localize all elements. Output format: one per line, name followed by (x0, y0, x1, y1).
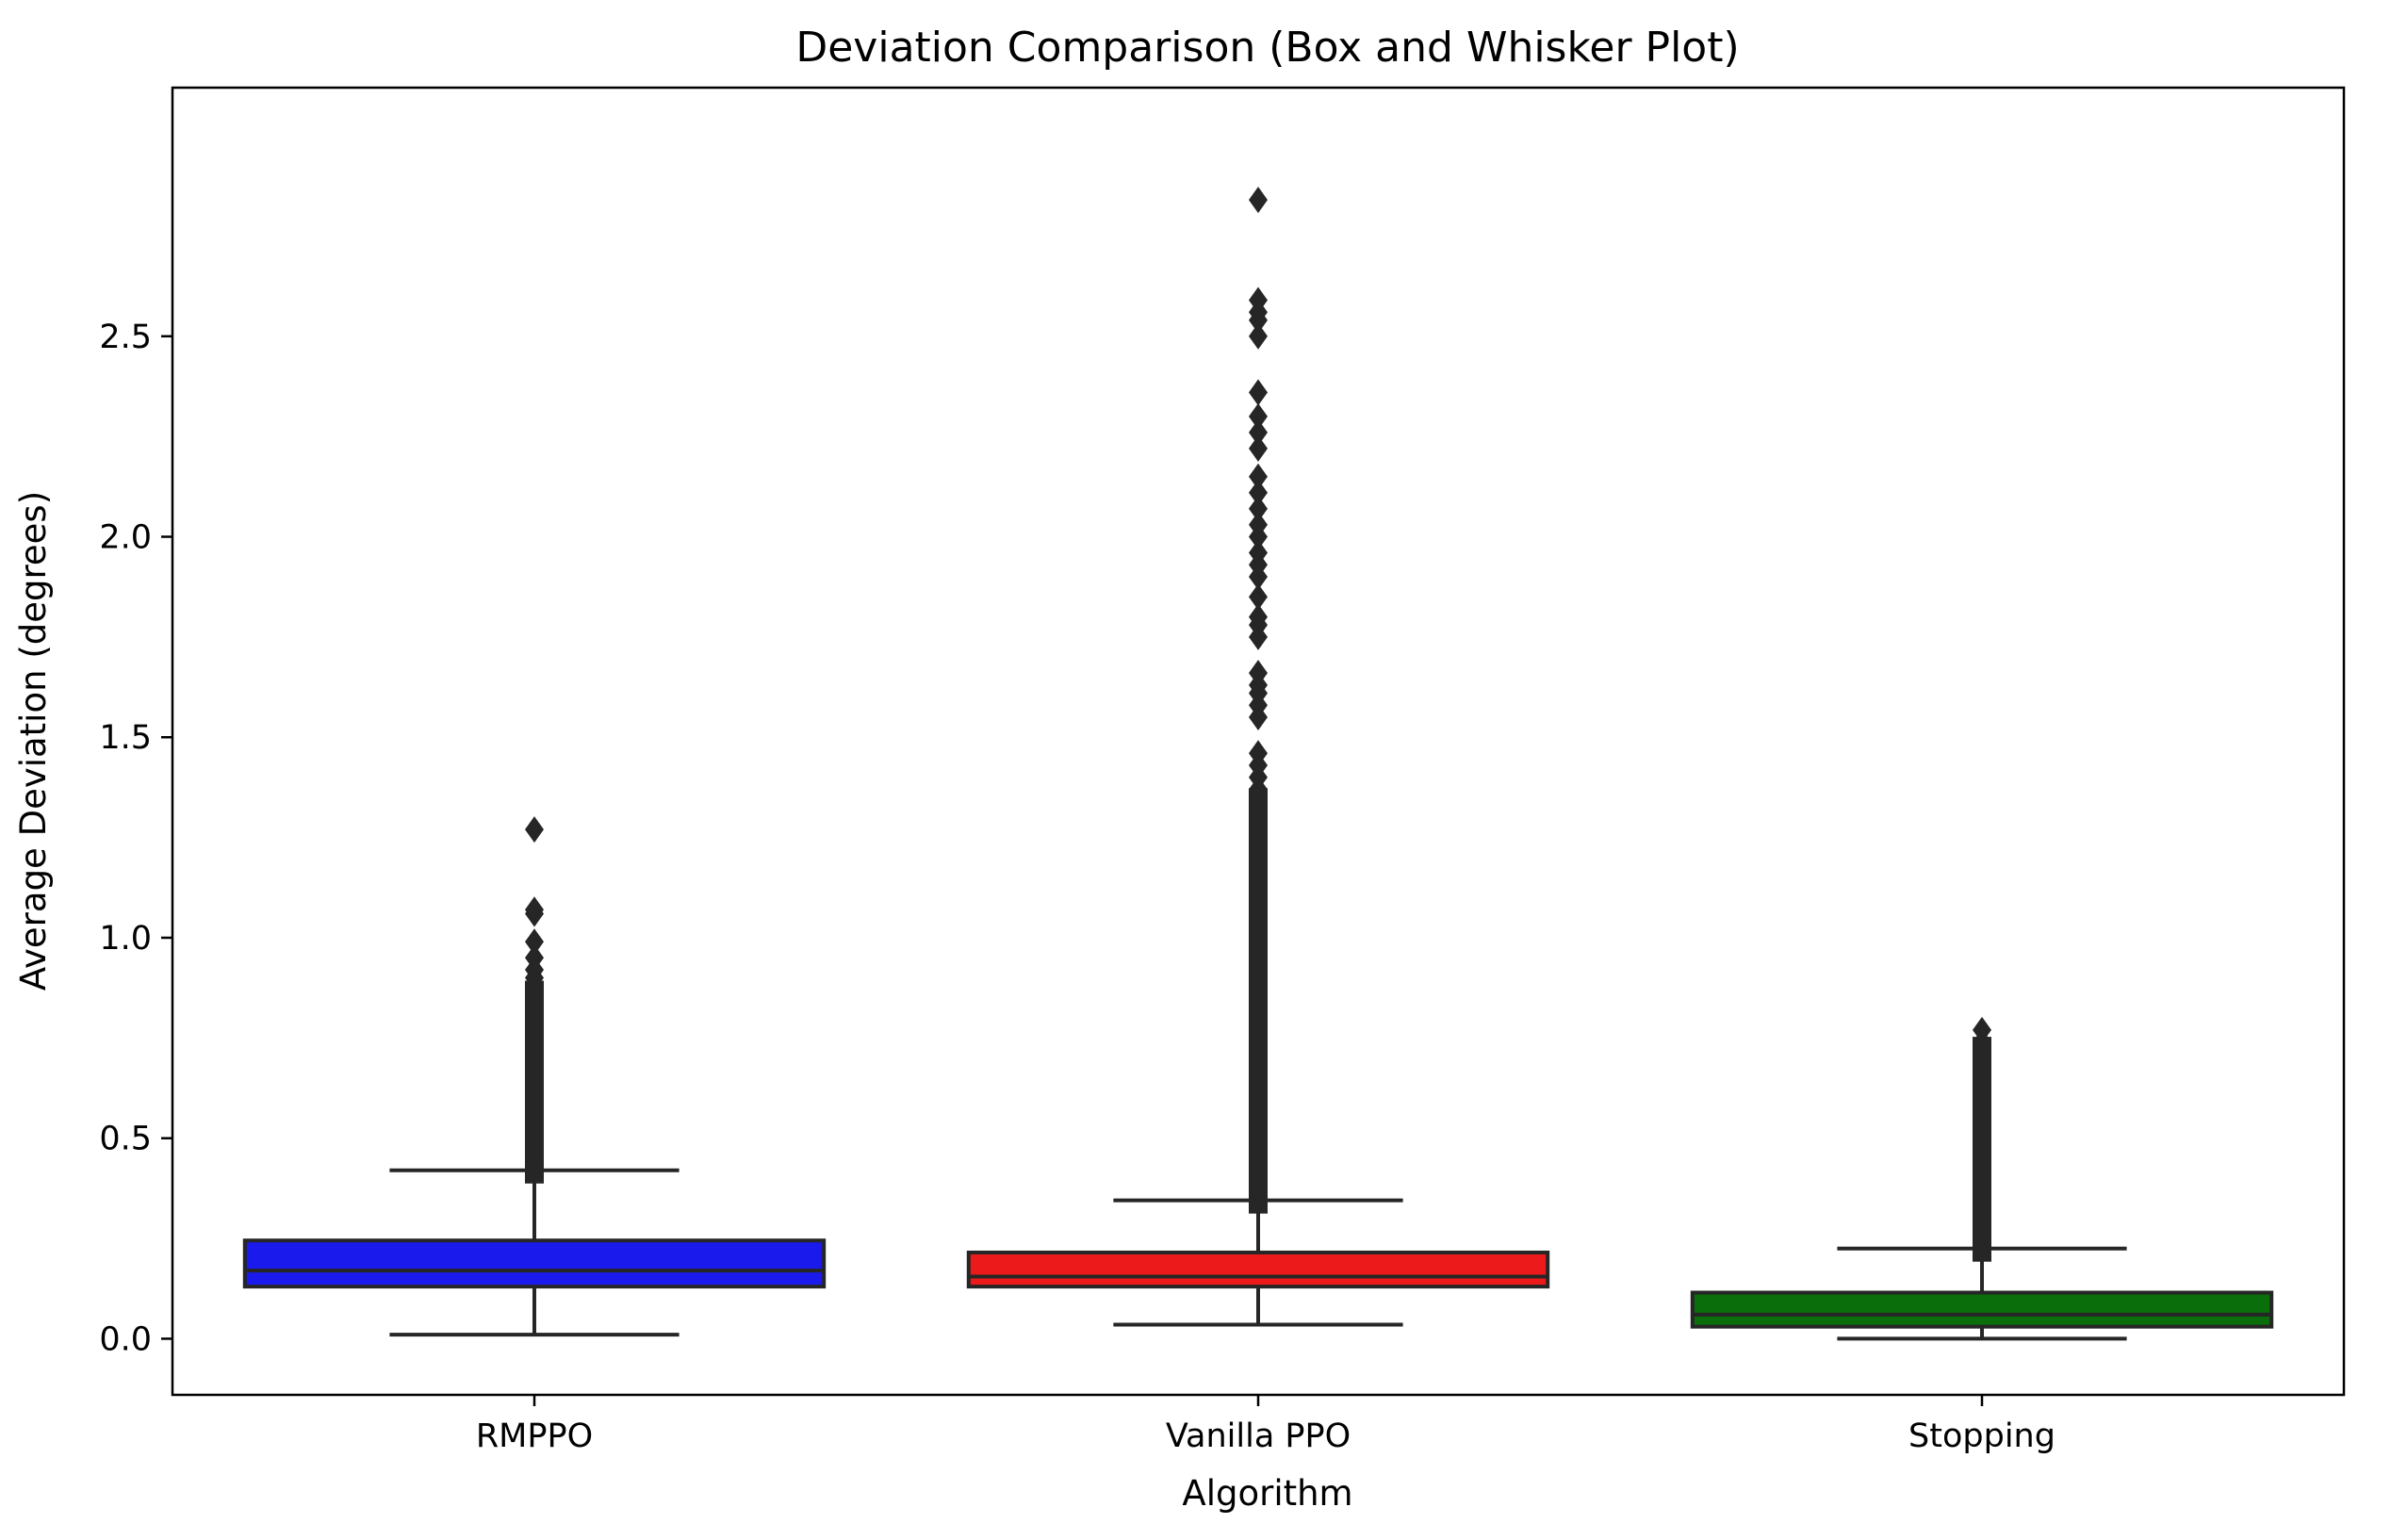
x-axis-label: Algorithm (1182, 1473, 1352, 1514)
outlier-point (1249, 1155, 1268, 1182)
outlier-point (1249, 603, 1268, 631)
outlier-point (1973, 1155, 1991, 1182)
box-group-rmppo (242, 816, 827, 1337)
outlier-point (525, 1092, 544, 1120)
box-group-stopping (1690, 1016, 2274, 1341)
outlier-point (1249, 434, 1268, 462)
outlier-point (525, 1060, 544, 1088)
y-tick-label: 0.0 (99, 1320, 152, 1358)
outlier-point (525, 1156, 544, 1184)
outlier-point (525, 896, 544, 924)
outlier-point (1249, 402, 1268, 430)
outlier-point (1973, 1219, 1991, 1246)
outlier-point (1973, 1171, 1991, 1198)
outlier-point (1973, 1016, 1991, 1043)
outlier-point (525, 1012, 544, 1040)
outlier-point (1249, 1139, 1268, 1166)
x-tick-label: RMPPO (476, 1417, 593, 1455)
outlier-point (1249, 740, 1268, 767)
box-iqr (242, 1238, 827, 1289)
outlier-point (1973, 1106, 1991, 1134)
outlier-point (1249, 418, 1268, 446)
outlier-point (1249, 962, 1268, 990)
outlier-point (525, 1140, 544, 1168)
y-tick-label: 1.0 (99, 920, 152, 958)
outlier-point (1249, 1074, 1268, 1102)
outlier-point (1973, 1074, 1991, 1102)
outlier-point (1249, 866, 1268, 893)
outlier-point (1973, 1187, 1991, 1214)
outlier-point (1249, 898, 1268, 926)
y-axis: 0.0 0.5 1.0 1.5 2.0 2.5 (99, 319, 172, 1358)
outlier-point (1249, 583, 1268, 611)
outlier-point (1973, 1203, 1991, 1230)
outlier-point (1249, 882, 1268, 909)
outlier-point (1249, 1171, 1268, 1198)
outlier-point (1249, 1106, 1268, 1134)
plot-marks (242, 187, 2274, 1341)
outlier-point (1973, 1090, 1991, 1118)
box-group-vanilla-ppo (966, 187, 1550, 1327)
outlier-point (1973, 1042, 1991, 1070)
outlier-point (1249, 1058, 1268, 1086)
outlier-point (525, 1076, 544, 1104)
outlier-point (1249, 660, 1268, 687)
outlier-point (1249, 1090, 1268, 1118)
outlier-point (1249, 1187, 1268, 1214)
outlier-point (1249, 463, 1268, 490)
x-axis: RMPPO Vanilla PPO Stopping (476, 1395, 2055, 1455)
outlier-point (525, 816, 544, 844)
outlier-point (1249, 1026, 1268, 1054)
x-tick-label: Vanilla PPO (1166, 1417, 1351, 1455)
outlier-point (1249, 1010, 1268, 1038)
outlier-point (525, 944, 544, 972)
outlier-point (1249, 379, 1268, 406)
outlier-point (1249, 1122, 1268, 1150)
y-tick-label: 0.5 (99, 1121, 152, 1158)
outlier-point (1249, 322, 1268, 350)
outlier-point (525, 1108, 544, 1136)
outlier-point (1249, 287, 1268, 314)
outlier-point (1249, 946, 1268, 974)
outlier-point (1973, 1058, 1991, 1086)
outlier-point (1249, 479, 1268, 506)
outlier-point (525, 1044, 544, 1072)
outlier-point (1249, 495, 1268, 522)
y-axis-label: Average Deviation (degrees) (13, 491, 54, 991)
outlier-point (1973, 1235, 1991, 1262)
y-tick-label: 1.5 (99, 719, 152, 757)
chart-title: Deviation Comparison (Box and Whisker Pl… (795, 24, 1739, 72)
outlier-point (525, 928, 544, 956)
y-tick-label: 2.0 (99, 519, 152, 557)
outlier-point (1249, 539, 1268, 566)
outlier-point (1249, 914, 1268, 942)
x-tick-label: Stopping (1908, 1417, 2055, 1455)
outlier-point (1973, 1122, 1991, 1150)
box-iqr (1690, 1290, 2274, 1329)
outlier-point (525, 1124, 544, 1152)
outlier-point (525, 1028, 544, 1056)
box-iqr (966, 1250, 1550, 1289)
outlier-point (1249, 850, 1268, 877)
outlier-point (1249, 802, 1268, 829)
outlier-point (1249, 818, 1268, 845)
outlier-point (1249, 187, 1268, 214)
outlier-point (525, 996, 544, 1024)
outlier-point (1249, 978, 1268, 1006)
outlier-point (1249, 994, 1268, 1022)
outlier-point (1249, 1042, 1268, 1070)
y-tick-label: 2.5 (99, 319, 152, 356)
outlier-point (1249, 834, 1268, 861)
outlier-point (1249, 930, 1268, 958)
outlier-point (1973, 1139, 1991, 1166)
outlier-point (1249, 511, 1268, 538)
